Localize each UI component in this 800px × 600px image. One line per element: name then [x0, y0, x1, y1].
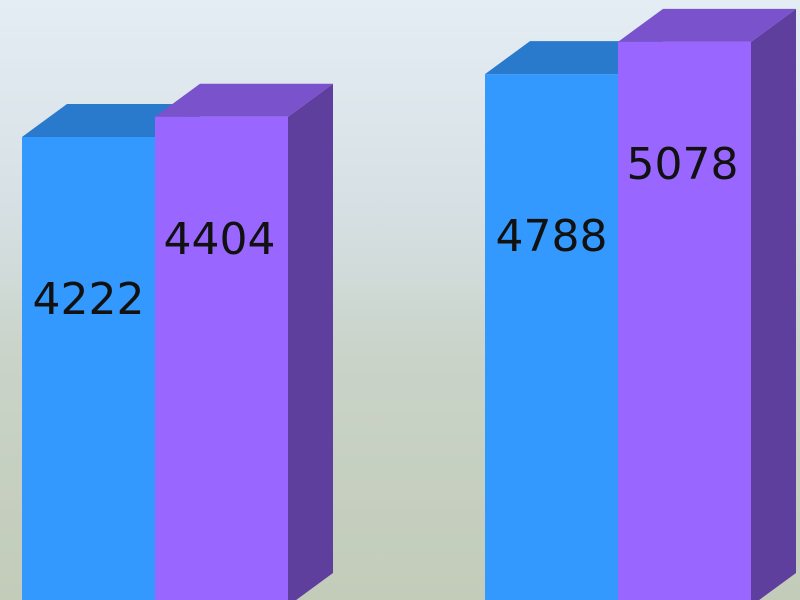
chart: 4222 4404 4788 5078 [0, 0, 800, 600]
bar [485, 74, 618, 600]
data-label: 5078 [627, 139, 739, 190]
data-label: 4404 [164, 214, 276, 265]
bar [22, 137, 155, 600]
bar-side [751, 9, 796, 600]
page: {"chart_data": {"type": "bar", "categori… [0, 0, 800, 600]
bar [155, 117, 288, 600]
data-label: 4788 [496, 211, 608, 262]
bar-side [288, 84, 333, 600]
bar [618, 42, 751, 600]
data-label: 4222 [33, 274, 145, 325]
